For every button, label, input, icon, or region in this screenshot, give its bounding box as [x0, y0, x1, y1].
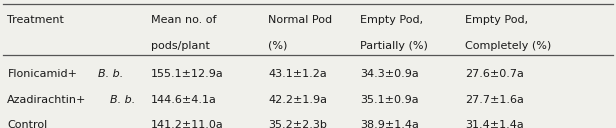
Text: Treatment: Treatment	[7, 15, 64, 25]
Text: Empty Pod,: Empty Pod,	[360, 15, 423, 25]
Text: 27.6±0.7a: 27.6±0.7a	[465, 69, 524, 79]
Text: 34.3±0.9a: 34.3±0.9a	[360, 69, 419, 79]
Text: 38.9±1.4a: 38.9±1.4a	[360, 120, 419, 128]
Text: Control: Control	[7, 120, 47, 128]
Text: 31.4±1.4a: 31.4±1.4a	[465, 120, 524, 128]
Text: Azadirachtin+: Azadirachtin+	[7, 95, 87, 105]
Text: 42.2±1.9a: 42.2±1.9a	[268, 95, 327, 105]
Text: pods/plant: pods/plant	[151, 41, 210, 51]
Text: Completely (%): Completely (%)	[465, 41, 551, 51]
Text: Mean no. of: Mean no. of	[151, 15, 216, 25]
Text: B. b.: B. b.	[110, 95, 135, 105]
Text: 144.6±4.1a: 144.6±4.1a	[151, 95, 217, 105]
Text: 141.2±11.0a: 141.2±11.0a	[151, 120, 224, 128]
Text: Partially (%): Partially (%)	[360, 41, 428, 51]
Text: 43.1±1.2a: 43.1±1.2a	[268, 69, 326, 79]
Text: 155.1±12.9a: 155.1±12.9a	[151, 69, 224, 79]
Text: 35.2±2.3b: 35.2±2.3b	[268, 120, 327, 128]
Text: 35.1±0.9a: 35.1±0.9a	[360, 95, 419, 105]
Text: B. b.: B. b.	[98, 69, 123, 79]
Text: Normal Pod: Normal Pod	[268, 15, 332, 25]
Text: Empty Pod,: Empty Pod,	[465, 15, 528, 25]
Text: 27.7±1.6a: 27.7±1.6a	[465, 95, 524, 105]
Text: Flonicamid+: Flonicamid+	[7, 69, 78, 79]
Text: (%): (%)	[268, 41, 287, 51]
